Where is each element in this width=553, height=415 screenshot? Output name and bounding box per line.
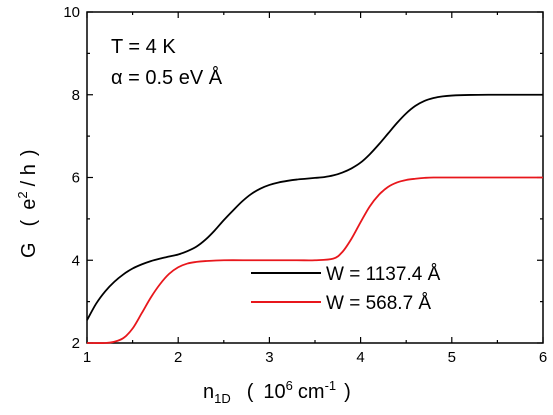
x-tick-label: 5 [448, 349, 456, 366]
legend: W = 1137.4 Å W = 568.7 Å [251, 264, 441, 314]
x-axis-title-main: n [203, 381, 214, 403]
y-axis-title-unit-base: e [18, 199, 40, 210]
y-tick-label: 4 [72, 252, 80, 269]
svg-text:G(e2/ h): G ( e2 / h) [15, 149, 40, 258]
x-tick-label: 4 [356, 349, 364, 366]
y-axis-title: G ( e2 / h) [15, 149, 40, 258]
x-axis-title-unit-base: 10 [263, 381, 285, 403]
x-axis-title-unit-rest: cm [298, 381, 325, 403]
legend-label-black: W = 1137.4 Å [326, 264, 441, 285]
x-tick-label: 1 [83, 349, 91, 366]
y-axis-title-unit-exp: 2 [15, 191, 30, 198]
x-tick-label: 3 [265, 349, 273, 366]
annotation-temperature: T = 4 K [111, 36, 176, 58]
annotation-alpha: α = 0.5 eV Å [111, 66, 223, 89]
x-axis-title-unit-exp: 6 [286, 378, 293, 393]
y-axis-title-open: ( [18, 219, 40, 226]
y-axis-title-close: ) [18, 149, 40, 156]
x-tick-label: 2 [174, 349, 182, 366]
x-axis-title-open: ( [247, 381, 254, 403]
y-tick-label: 8 [72, 87, 80, 104]
x-axis-title: n1D (106 cm-1) [203, 378, 351, 406]
y-tick-label: 2 [72, 335, 80, 352]
x-axis-title-unit-rest-exp: -1 [325, 378, 337, 393]
series-layer [86, 93, 543, 344]
series-line-w1137 [86, 93, 543, 321]
x-tick-label: 6 [539, 349, 547, 366]
x-axis-title-sub: 1D [214, 391, 231, 406]
y-axis-title-main: G [18, 242, 40, 258]
legend-label-red: W = 568.7 Å [326, 293, 431, 314]
x-axis-title-close: ) [344, 381, 351, 403]
series-line-w568 [86, 176, 543, 344]
y-tick-label: 10 [63, 4, 80, 21]
y-axis-title-unit-rest: / h [18, 164, 40, 186]
y-tick-label: 6 [72, 170, 80, 187]
